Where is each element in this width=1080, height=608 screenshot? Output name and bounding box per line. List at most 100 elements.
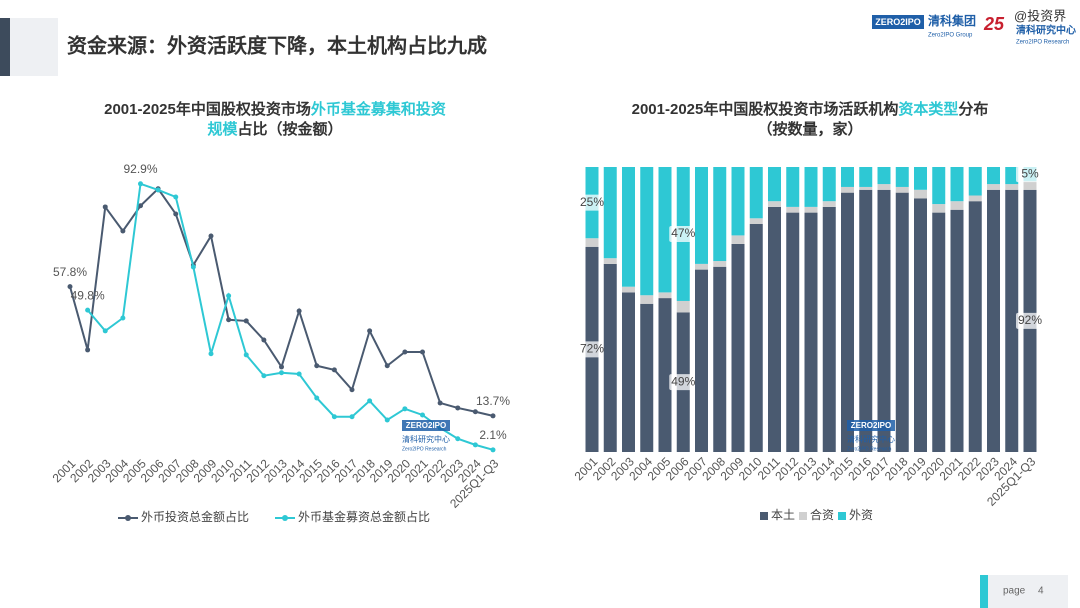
point	[102, 328, 108, 334]
point	[120, 315, 126, 321]
point	[261, 337, 267, 343]
logo-text: 清科研究中心	[1016, 24, 1076, 37]
bar-segment	[859, 189, 873, 453]
data-label-bg	[578, 194, 606, 211]
page-label: page	[1003, 586, 1026, 597]
chart-title-part: 占比（按金额）	[238, 120, 343, 138]
bar-segment	[932, 212, 946, 452]
bar-segment	[877, 184, 891, 190]
bar-segment	[804, 212, 818, 452]
bar-segment	[786, 212, 800, 452]
bar-segment	[786, 167, 800, 207]
data-label: 25%	[580, 195, 604, 209]
chart-title: 规模占比（按金额）	[207, 120, 342, 138]
bar-segment	[914, 189, 927, 199]
bar-segment	[932, 204, 946, 213]
bar-segment	[731, 167, 745, 236]
data-label: 92.9%	[123, 162, 157, 176]
watermark-box	[402, 420, 450, 431]
point	[296, 308, 302, 314]
data-label: 49%	[671, 374, 695, 388]
legend-label: 外币基金募资总金额占比	[298, 509, 430, 524]
bar-segment	[1005, 189, 1019, 453]
slide-title: 资金来源：外资活跃度下降，本土机构占比九成	[67, 33, 487, 57]
point	[437, 400, 443, 406]
logo-text: 清科集团	[928, 13, 976, 28]
point	[331, 414, 337, 420]
bar-segment	[1023, 181, 1037, 190]
data-label: 2.1%	[479, 428, 507, 442]
logo-text: Zero2IPO Research	[1016, 40, 1069, 46]
bar-segment	[603, 263, 617, 452]
series-line	[69, 187, 494, 417]
bar-segment	[658, 298, 672, 452]
bar-segment	[658, 167, 672, 293]
bar-segment	[768, 201, 781, 207]
point	[85, 307, 91, 313]
bar-segment	[713, 266, 727, 452]
point	[261, 373, 267, 379]
chart-title-part: 规模	[207, 120, 238, 138]
series-line	[86, 182, 494, 451]
bar-segment	[932, 167, 946, 205]
point	[402, 349, 408, 355]
legend-swatch	[799, 512, 807, 520]
chart-title-part: 2001-2025年中国股权投资市场	[104, 100, 311, 118]
legend-marker	[125, 515, 131, 521]
bar-segment	[804, 206, 818, 213]
point	[102, 204, 108, 210]
data-label: 92%	[1018, 313, 1042, 327]
bar-segment	[859, 186, 873, 190]
header-block	[10, 18, 58, 76]
watermark-text: ZERO2IPO	[851, 421, 891, 430]
bar-segment	[914, 198, 927, 452]
point	[226, 293, 232, 299]
page-number: 4	[1038, 586, 1044, 597]
bar-segment	[895, 192, 909, 452]
point	[349, 387, 355, 393]
bar-segment	[987, 167, 1000, 185]
point	[455, 405, 461, 411]
point	[208, 233, 214, 239]
bar-segment	[968, 201, 982, 452]
chart-title: 2001-2025年中国股权投资市场活跃机构资本类型分布	[632, 100, 989, 118]
bar-segment	[622, 167, 635, 287]
data-label-bg	[1016, 166, 1044, 183]
bar-segment	[731, 243, 745, 452]
bar-segment	[695, 263, 708, 270]
bar-segment	[676, 300, 690, 313]
point	[472, 409, 478, 415]
point	[120, 228, 126, 234]
point	[279, 370, 284, 376]
bar-segment	[841, 186, 854, 193]
bar-segment	[658, 292, 672, 299]
point	[243, 318, 249, 324]
footer-accent	[980, 575, 988, 608]
chart-title-part: 外币基金募集和投资	[310, 100, 446, 118]
chart-title-part: 2001-2025年中国股权投资市场活跃机构	[632, 100, 899, 118]
bar-segment	[622, 292, 635, 452]
data-label: 13.7%	[476, 394, 510, 408]
bar-segment	[950, 209, 964, 452]
bar-segment	[987, 184, 1000, 190]
footer-box	[988, 575, 1068, 608]
bar-segment	[895, 167, 909, 187]
point	[367, 328, 373, 334]
watermark-text: 清科研究中心	[402, 434, 450, 444]
chart-title-part: 资本类型	[898, 100, 958, 118]
point	[155, 187, 161, 193]
legend-label: 合资	[810, 507, 834, 522]
point	[331, 367, 337, 373]
point	[243, 352, 249, 358]
point	[173, 194, 179, 200]
point	[85, 347, 91, 353]
bar-segment	[987, 189, 1000, 453]
watermark: @投资界	[1014, 8, 1066, 23]
logo-text: 25	[983, 14, 1005, 34]
point	[367, 398, 373, 404]
chart-title-part: （按数量，家）	[757, 120, 862, 138]
point	[138, 203, 143, 209]
bar-segment	[749, 224, 763, 452]
bar-segment	[950, 167, 964, 202]
